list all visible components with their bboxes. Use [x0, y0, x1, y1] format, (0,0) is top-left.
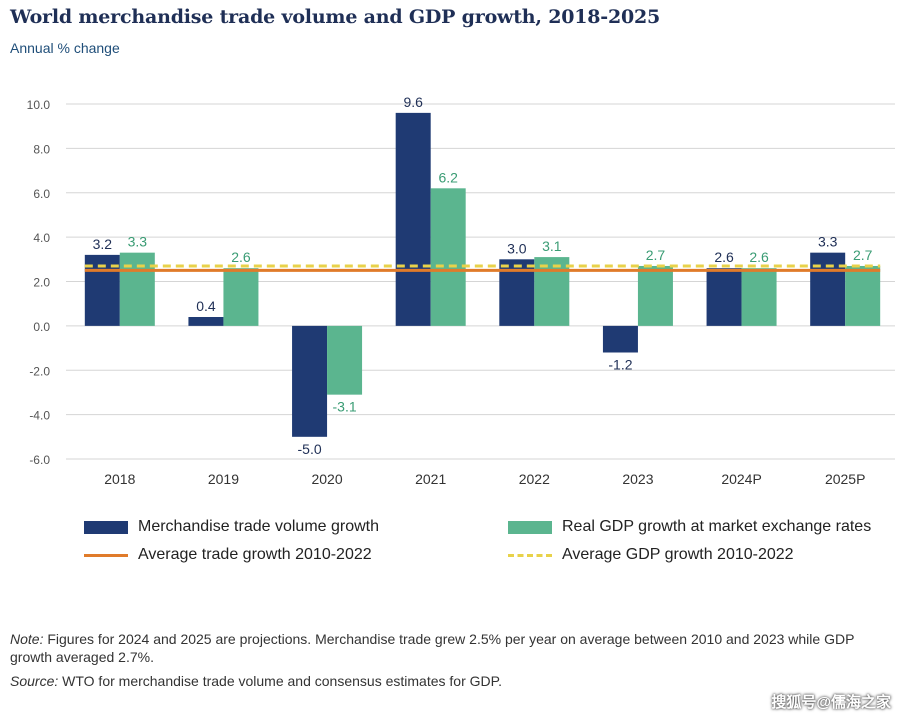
data-label-trade: 0.4 — [196, 298, 216, 314]
legend-label-avg-trade: Average trade growth 2010-2022 — [138, 546, 372, 563]
data-label-trade: -1.2 — [608, 357, 632, 373]
x-tick-label: 2020 — [311, 471, 342, 487]
data-label-trade: 3.3 — [818, 234, 838, 250]
x-tick-label: 2022 — [519, 471, 550, 487]
notes-block: Note: Figures for 2024 and 2025 are proj… — [10, 630, 890, 696]
y-tick-label: 2.0 — [33, 276, 50, 290]
bar-trade — [395, 112, 431, 326]
data-label-trade: -5.0 — [298, 441, 322, 457]
x-tick-label: 2023 — [622, 471, 653, 487]
data-label-trade: 3.0 — [507, 240, 527, 256]
bar-gdp — [534, 257, 570, 326]
legend-item-avg-trade: Average trade growth 2010-2022 — [84, 546, 372, 564]
chart-title: World merchandise trade volume and GDP g… — [10, 6, 661, 28]
x-tick-label: 2024P — [721, 471, 761, 487]
data-label-gdp: 3.1 — [542, 238, 562, 254]
x-tick-label: 2021 — [415, 471, 446, 487]
bar-gdp — [430, 188, 466, 326]
y-tick-label: -4.0 — [29, 409, 50, 423]
legend-label-avg-gdp: Average GDP growth 2010-2022 — [562, 546, 794, 563]
bar-gdp — [327, 325, 363, 395]
data-label-gdp: 2.6 — [231, 249, 251, 265]
legend-swatch-avg-trade — [84, 553, 128, 557]
bar-trade — [292, 325, 328, 437]
data-label-gdp: 2.7 — [853, 247, 873, 263]
chart-canvas: 10.0 8.0 6.0 4.0 2.0 0.0 -2.0 -4.0 -6.0 3.2 3.3 201… — [27, 94, 895, 487]
legend-item-trade: Merchandise trade volume growth — [84, 518, 379, 536]
legend-item-avg-gdp: Average GDP growth 2010-2022 — [508, 546, 794, 564]
chart-subtitle: Annual % change — [10, 40, 120, 56]
note-text: Figures for 2024 and 2025 are projection… — [10, 631, 855, 665]
bar-gdp — [741, 268, 777, 326]
legend-swatch-trade — [84, 520, 128, 534]
y-tick-label: 6.0 — [33, 187, 50, 201]
data-label-gdp: 2.6 — [749, 249, 769, 265]
data-label-gdp: 6.2 — [438, 169, 458, 185]
data-label-gdp: 2.7 — [646, 247, 666, 263]
bar-gdp — [223, 268, 259, 326]
y-tick-label: 4.0 — [33, 231, 50, 245]
bar-trade — [602, 325, 638, 353]
source-prefix: Source: — [10, 673, 59, 689]
data-label-gdp: -3.1 — [333, 399, 357, 415]
source-paragraph: Source: WTO for merchandise trade volume… — [10, 672, 890, 690]
bar-gdp — [119, 252, 155, 326]
bar-trade — [810, 252, 846, 326]
legend-swatch-gdp — [508, 520, 552, 534]
x-tick-label: 2025P — [825, 471, 865, 487]
y-tick-label: 8.0 — [33, 142, 50, 156]
note-paragraph: Note: Figures for 2024 and 2025 are proj… — [10, 630, 890, 666]
x-tick-label: 2018 — [104, 471, 135, 487]
y-tick-label: -2.0 — [29, 364, 50, 378]
bar-trade — [188, 317, 224, 326]
watermark: 搜狐号@儒海之家 — [771, 694, 891, 711]
bar-trade — [706, 268, 742, 326]
legend-label-trade: Merchandise trade volume growth — [138, 518, 380, 535]
legend-swatch-avg-gdp — [508, 553, 552, 557]
legend-label-gdp: Real GDP growth at market exchange rates — [562, 518, 872, 535]
data-label-trade: 9.6 — [403, 94, 423, 110]
data-label-trade: 3.2 — [93, 236, 113, 252]
y-tick-label: 10.0 — [27, 98, 51, 112]
note-prefix: Note: — [10, 631, 44, 647]
y-tick-label: -6.0 — [29, 453, 50, 467]
data-label-gdp: 3.3 — [128, 234, 148, 250]
x-tick-label: 2019 — [208, 471, 239, 487]
data-label-trade: 2.6 — [714, 249, 734, 265]
legend-item-gdp: Real GDP growth at market exchange rates — [508, 518, 871, 536]
bar-gdp — [637, 265, 673, 326]
y-tick-label: 0.0 — [33, 320, 50, 334]
source-text: WTO for merchandise trade volume and con… — [58, 673, 503, 689]
bar-gdp — [845, 265, 881, 326]
